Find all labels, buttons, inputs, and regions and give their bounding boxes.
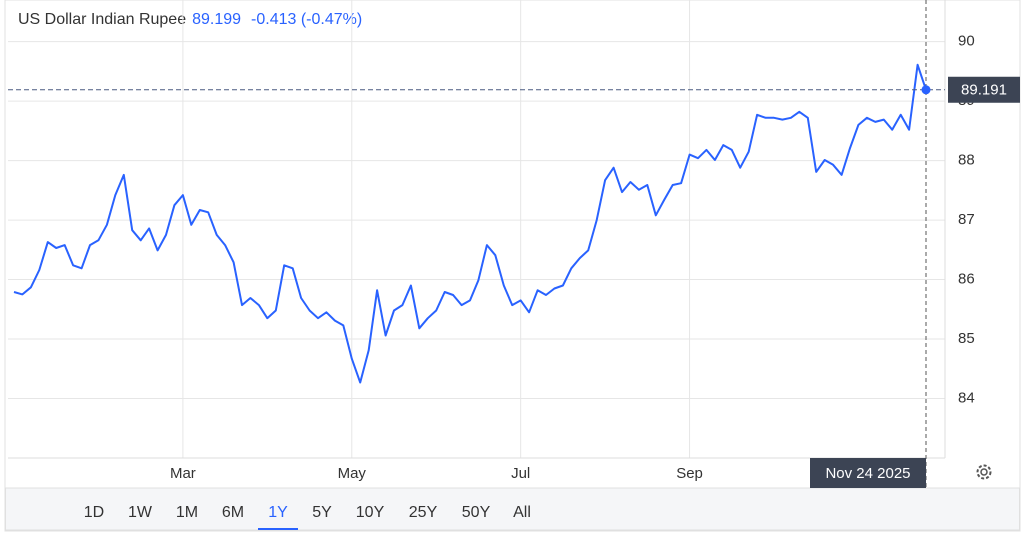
range-button[interactable]: 5Y: [312, 504, 332, 521]
date-badge: [810, 458, 926, 488]
price-line: [13, 63, 927, 384]
range-button[interactable]: 6M: [222, 504, 244, 521]
range-button[interactable]: 50Y: [462, 504, 491, 521]
y-tick-label: 86: [958, 271, 975, 288]
range-button[interactable]: All: [513, 504, 531, 521]
y-tick-label: 90: [958, 33, 975, 50]
y-tick-label: 85: [958, 330, 975, 347]
range-button[interactable]: 1W: [128, 504, 153, 521]
x-tick-label: Sep: [676, 465, 703, 482]
gear-teeth: [976, 464, 992, 480]
gear-hub: [980, 468, 988, 476]
range-button[interactable]: 1M: [176, 504, 198, 521]
y-tick-label: 84: [958, 389, 975, 406]
x-tick-label: Jul: [511, 465, 530, 482]
price: 89.199: [192, 11, 241, 28]
date-badge-label: Nov 24 2025: [825, 465, 910, 482]
range-button[interactable]: 10Y: [356, 504, 385, 521]
x-tick-label: Mar: [170, 465, 196, 482]
range-button[interactable]: 1Y: [268, 504, 288, 521]
frame: [4, 0, 1021, 532]
range-bar: [5, 487, 1020, 531]
y-tick-label: 88: [958, 152, 975, 169]
last-point: [921, 85, 931, 95]
settings-icon[interactable]: [976, 464, 992, 480]
range-button[interactable]: 25Y: [409, 504, 438, 521]
change: -0.413 (-0.47%): [251, 11, 362, 28]
value-badge-label: 89.191: [961, 82, 1007, 99]
title: US Dollar Indian Rupee: [18, 11, 186, 28]
value-badge: [948, 76, 1020, 103]
range-button[interactable]: 1D: [84, 504, 104, 521]
x-tick-label: May: [338, 465, 367, 482]
y-tick-label: 87: [958, 211, 975, 228]
